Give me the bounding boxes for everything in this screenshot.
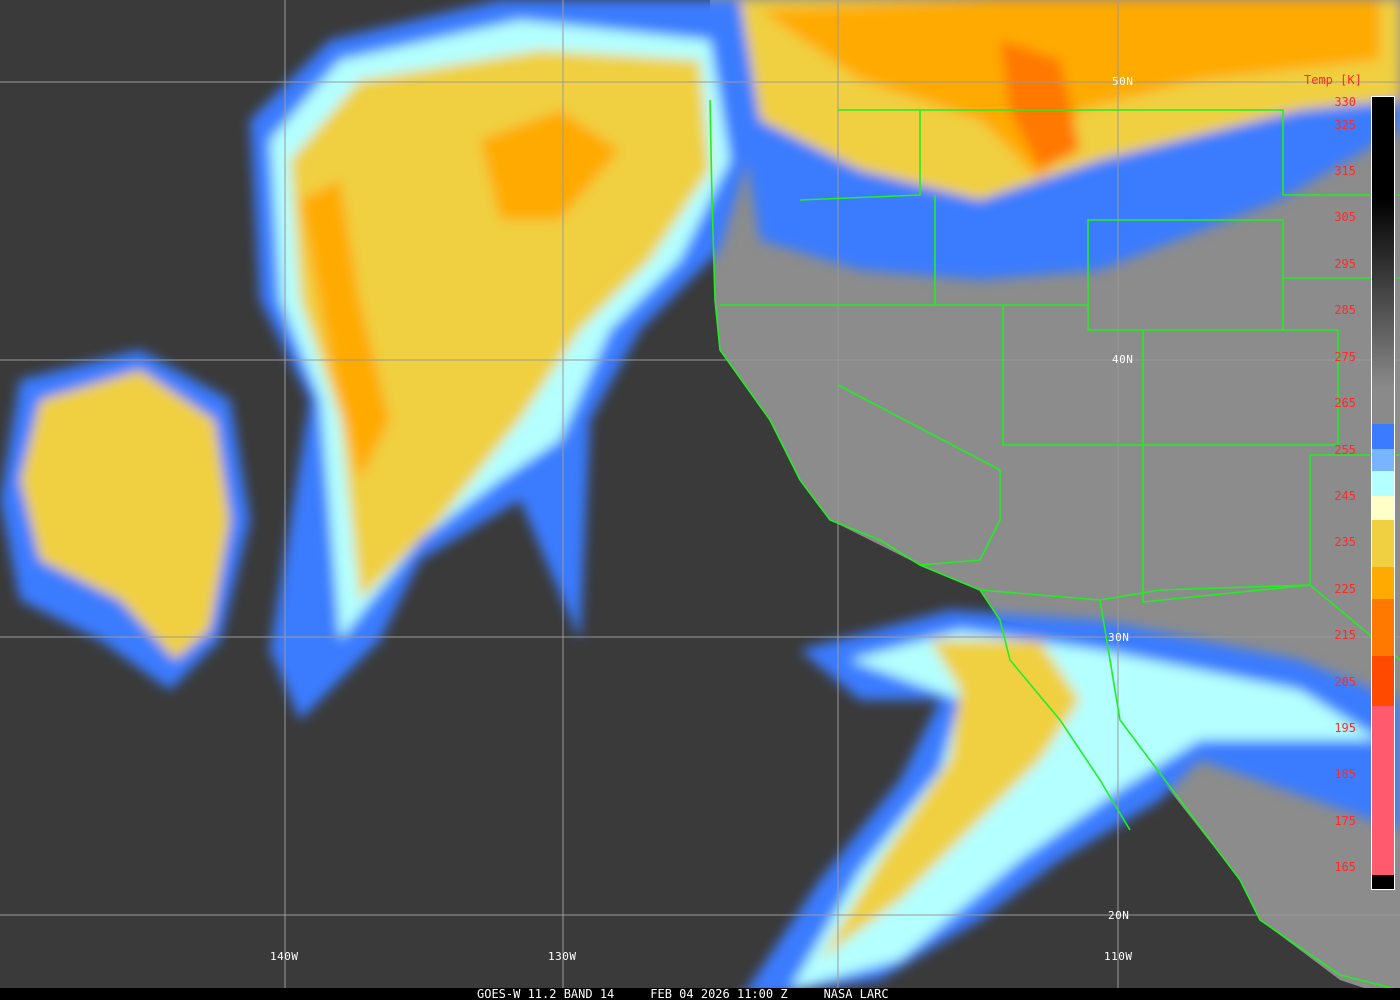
lat-label-20n: 20N [1108,909,1130,922]
colorbar-tick-label: 325 [1334,118,1356,132]
colorbar [1371,96,1395,890]
colorbar-tick-label: 330 [1334,95,1356,109]
lat-label-40n: 40N [1112,353,1134,366]
colorbar-tick-label: 165 [1334,860,1356,874]
colorbar-tick-label: 255 [1334,443,1356,457]
colorbar-tick-label: 295 [1334,257,1356,271]
caption-datetime: FEB 04 2026 11:00 Z [650,987,788,1000]
colorbar-tick-label: 225 [1334,582,1356,596]
lat-label-50n: 50N [1112,75,1134,88]
colorbar-tick-label: 315 [1334,164,1356,178]
colorbar-tick-label: 235 [1334,535,1356,549]
colorbar-title: Temp [K] [1304,73,1362,87]
lat-label-30n: 30N [1108,631,1130,644]
colorbar-tick-label: 265 [1334,396,1356,410]
colorbar-tick-label: 175 [1334,814,1356,828]
colorbar-tick-label: 195 [1334,721,1356,735]
colorbar-tick-label: 245 [1334,489,1356,503]
colorbar-tick-label: 285 [1334,303,1356,317]
colorbar-tick-label: 215 [1334,628,1356,642]
lon-label-140w: 140W [270,950,299,963]
colorbar-tick-label: 185 [1334,767,1356,781]
caption-bar: GOES-W 11.2 BAND 14 FEB 04 2026 11:00 Z NA… [0,988,1400,1000]
caption-satellite: GOES-W 11.2 BAND 14 [477,987,615,1000]
colorbar-tick-label: 275 [1334,350,1356,364]
colorbar-tick-label: 205 [1334,675,1356,689]
colorbar-tick-label: 305 [1334,210,1356,224]
caption-source: NASA LARC [823,987,889,1000]
lon-label-110w: 110W [1104,950,1133,963]
lon-label-130w: 130W [548,950,577,963]
